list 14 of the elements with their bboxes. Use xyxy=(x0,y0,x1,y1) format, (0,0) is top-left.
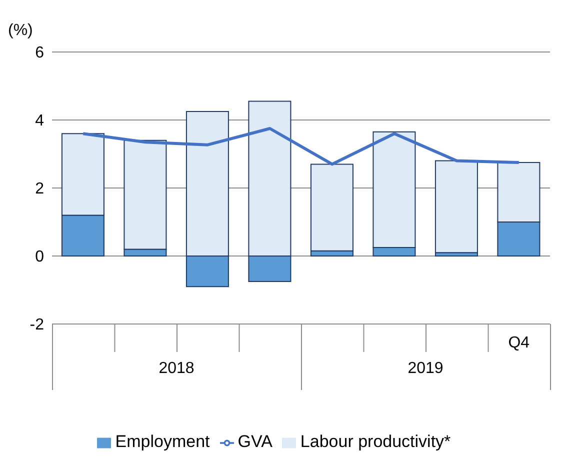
y-tick-label: 2 xyxy=(35,180,44,198)
bar xyxy=(434,160,478,254)
legend-label: GVA xyxy=(238,432,272,451)
y-tick-label: 4 xyxy=(35,112,44,130)
y-axis-title: (%) xyxy=(8,22,33,40)
legend-label: Employment xyxy=(115,432,210,451)
line-series xyxy=(82,127,520,166)
y-tick-label: 6 xyxy=(35,44,44,62)
y-tick-label: 0 xyxy=(35,248,44,266)
legend-label: Labour productivity* xyxy=(300,432,451,451)
text: 2019 xyxy=(406,360,444,378)
x-tick-label: Q4 xyxy=(508,334,530,352)
text: 2018 xyxy=(158,360,196,378)
y-tick-label: -2 xyxy=(30,316,44,334)
